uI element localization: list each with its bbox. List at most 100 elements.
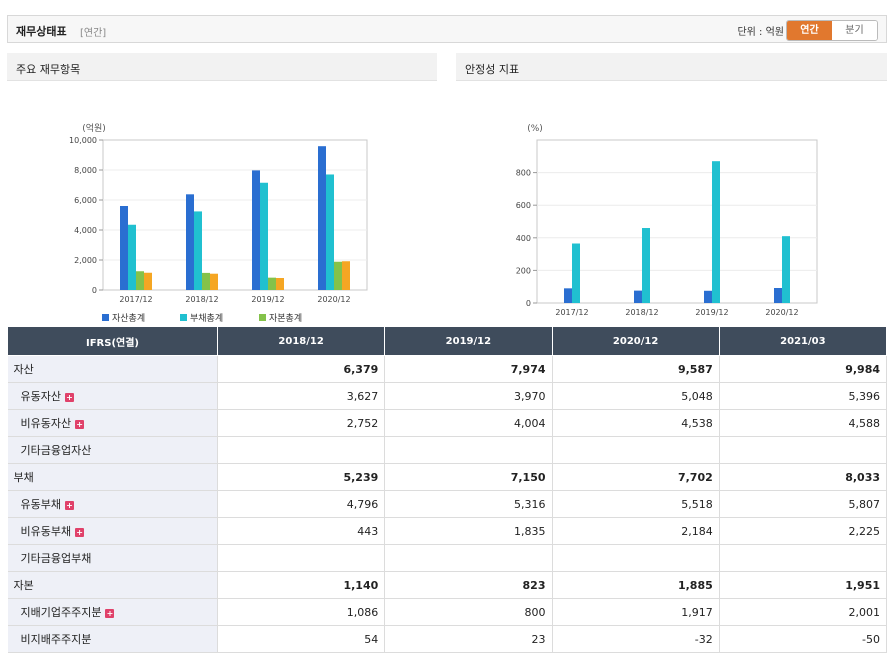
header-col: 2019/12: [384, 326, 553, 356]
bar: [642, 228, 650, 303]
y-tick-label: 4,000: [74, 226, 97, 235]
bar: [260, 182, 268, 290]
section-subtitle: [연간]: [80, 28, 107, 39]
bar: [210, 273, 218, 290]
legend-swatch: [180, 314, 187, 321]
bar: [572, 243, 580, 303]
y-tick-label: 2,000: [74, 256, 97, 265]
table-cell: [719, 436, 888, 464]
table-cell: [552, 544, 720, 572]
table-cell: [384, 544, 553, 572]
row-label: 유동부채 +: [7, 490, 218, 518]
bar: [342, 261, 350, 290]
table-cell: [217, 544, 386, 572]
row-label: 기타금융업부채: [7, 544, 218, 572]
stability-panel: 안정성 지표 (%) 0 200 400 600 800 2017/12 2018/12 201…: [456, 53, 887, 338]
bar: [334, 261, 342, 290]
row-label-text: 자본: [13, 579, 34, 592]
table-cell: 4,588: [719, 409, 888, 437]
bar: [252, 170, 260, 290]
table-cell: 7,974: [384, 355, 553, 383]
bar: [318, 146, 326, 290]
expand-row-icon[interactable]: +: [105, 608, 115, 618]
bar: [782, 236, 790, 303]
row-label-text: 비유동자산: [20, 417, 72, 430]
y-axis-label: (%): [527, 124, 543, 134]
toggle-quarter-button[interactable]: 분기: [832, 21, 877, 40]
table-row: 기타금융업부채: [7, 544, 888, 572]
table-row: 지배기업주주지분 +1,086 800 1,917 2,001: [7, 598, 888, 626]
y-tick-label: 0: [92, 286, 97, 295]
header-col: 2021/03: [718, 326, 888, 356]
table-cell: 2,184: [552, 517, 720, 545]
table-cell: 3,627: [217, 382, 386, 410]
table-row: 유동자산 +3,627 3,970 5,048 5,396: [7, 382, 888, 410]
table-cell: 800: [384, 598, 553, 626]
table-cell: 9,984: [719, 355, 888, 383]
table-cell: [552, 436, 720, 464]
table-cell: 54: [217, 625, 386, 653]
row-label: 유동자산 +: [7, 382, 218, 410]
table-cell: 823: [384, 571, 553, 599]
y-tick-label: 400: [516, 234, 531, 243]
table-row: 기타금융업자산: [7, 436, 888, 464]
table-cell: 5,048: [552, 382, 720, 410]
legend-label: 자산총계: [112, 312, 145, 324]
table-cell: 5,316: [384, 490, 553, 518]
legend-swatch: [259, 314, 266, 321]
table-cell: 443: [217, 517, 386, 545]
x-tick-label: 2019/12: [251, 295, 284, 304]
y-tick-label: 8,000: [74, 166, 97, 175]
table-cell: 9,587: [552, 355, 720, 383]
bar: [564, 288, 572, 303]
row-label: 지배기업주주지분 +: [7, 598, 218, 626]
bar: [186, 194, 194, 290]
header-col: 2020/12: [551, 326, 720, 356]
table-cell: [384, 436, 553, 464]
row-label-text: 기타금융업부채: [20, 552, 92, 565]
table-cell: 5,518: [552, 490, 720, 518]
table-cell: 1,951: [719, 571, 888, 599]
table-row: 비유동자산 +2,752 4,004 4,538 4,588: [7, 409, 888, 437]
bar: [268, 277, 276, 290]
y-tick-label: 0: [526, 299, 531, 308]
expand-row-icon[interactable]: +: [75, 527, 85, 537]
row-label-text: 지배기업주주지분: [20, 606, 102, 619]
table-cell: 1,835: [384, 517, 553, 545]
row-label-text: 자산: [13, 363, 34, 376]
plot-area: [536, 139, 818, 304]
period-toggle: 연간 분기: [786, 20, 878, 41]
row-label: 자산: [7, 355, 218, 383]
bar: [202, 272, 210, 290]
toggle-annual-button[interactable]: 연간: [787, 21, 832, 40]
bar: [704, 290, 712, 303]
table-cell: 7,702: [552, 463, 720, 491]
y-axis-label: (억원): [82, 122, 106, 134]
bar: [712, 161, 720, 303]
bar: [128, 224, 136, 290]
row-label-text: 비지배주주지분: [20, 633, 92, 646]
table-cell: 7,150: [384, 463, 553, 491]
table-cell: 1,917: [552, 598, 720, 626]
bar: [326, 174, 334, 290]
expand-row-icon[interactable]: +: [64, 500, 74, 510]
table-cell: 1,885: [552, 571, 720, 599]
y-tick-label: 6,000: [74, 196, 97, 205]
table-cell: 4,538: [552, 409, 720, 437]
bar: [194, 211, 202, 290]
legend-label: 자본총계: [269, 312, 302, 324]
x-tick-label: 2017/12: [119, 295, 152, 304]
table-header-row: IFRS(연결) 2018/12 2019/12 2020/12 2021/03: [7, 326, 888, 356]
table-cell: [719, 544, 888, 572]
table-row: 자본 1,140 823 1,885 1,951: [7, 571, 888, 599]
x-tick-label: 2017/12: [555, 308, 588, 317]
legend-label: 부채총계: [190, 312, 223, 324]
table-row: 비지배주주지분 54 23 -32 -50: [7, 625, 888, 653]
expand-row-icon[interactable]: +: [64, 392, 74, 402]
table-row: 자산 6,379 7,974 9,587 9,984: [7, 355, 888, 383]
expand-row-icon[interactable]: +: [75, 419, 85, 429]
table-row: 유동부채 +4,796 5,316 5,518 5,807: [7, 490, 888, 518]
unit-label: 단위 : 억원: [737, 27, 784, 38]
table-cell: 5,396: [719, 382, 888, 410]
stability-chart: (%) 0 200 400 600 800 2017/12 2018/12 2019/12 202…: [516, 124, 818, 338]
